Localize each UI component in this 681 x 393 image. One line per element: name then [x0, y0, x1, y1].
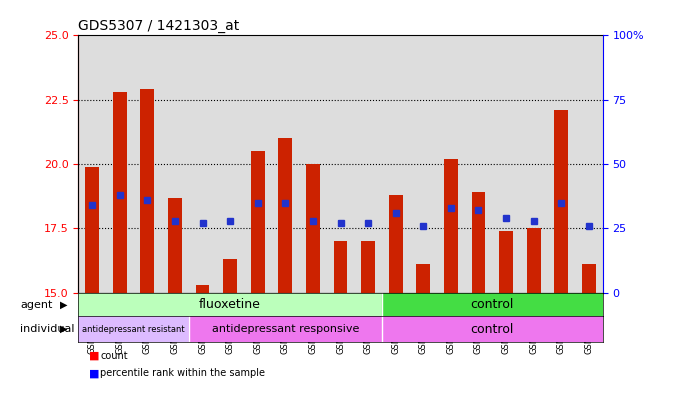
Bar [189, 35, 217, 293]
Bar [382, 293, 603, 316]
Bar [520, 35, 548, 293]
Bar [217, 35, 244, 293]
Text: GDS5307 / 1421303_at: GDS5307 / 1421303_at [78, 19, 240, 33]
Bar [492, 35, 520, 293]
Bar [78, 316, 189, 342]
Text: fluoxetine: fluoxetine [199, 298, 261, 311]
Bar [444, 159, 458, 293]
Bar [113, 92, 127, 293]
Text: ▶: ▶ [60, 299, 67, 310]
Bar [106, 35, 133, 293]
Text: percentile rank within the sample: percentile rank within the sample [100, 368, 265, 378]
Bar [389, 195, 402, 293]
Bar [299, 35, 327, 293]
Text: count: count [100, 351, 128, 361]
Bar [168, 198, 182, 293]
Bar [223, 259, 237, 293]
Text: antidepressant resistant: antidepressant resistant [82, 325, 185, 334]
Bar [195, 285, 210, 293]
Bar [279, 138, 292, 293]
Bar [548, 35, 575, 293]
Bar [409, 35, 437, 293]
Bar [251, 151, 265, 293]
Text: ▶: ▶ [60, 324, 67, 334]
Text: ■: ■ [89, 351, 99, 361]
Bar [334, 241, 347, 293]
Bar [306, 164, 320, 293]
Bar [78, 35, 106, 293]
Text: control: control [471, 323, 514, 336]
Bar [382, 316, 603, 342]
Bar [85, 167, 99, 293]
Text: agent: agent [20, 299, 53, 310]
Bar [471, 193, 486, 293]
Bar [244, 35, 272, 293]
Bar [189, 316, 382, 342]
Bar [554, 110, 568, 293]
Bar [161, 35, 189, 293]
Bar [582, 264, 596, 293]
Text: control: control [471, 298, 514, 311]
Text: ■: ■ [89, 368, 99, 378]
Bar [140, 90, 154, 293]
Text: individual: individual [20, 324, 75, 334]
Bar [464, 35, 492, 293]
Bar [272, 35, 299, 293]
Text: antidepressant responsive: antidepressant responsive [212, 324, 359, 334]
Bar [327, 35, 354, 293]
Bar [133, 35, 161, 293]
Bar [527, 228, 541, 293]
Bar [78, 293, 382, 316]
Bar [416, 264, 430, 293]
Bar [437, 35, 464, 293]
Bar [361, 241, 375, 293]
Bar [499, 231, 513, 293]
Bar [382, 35, 409, 293]
Bar [354, 35, 382, 293]
Bar [575, 35, 603, 293]
